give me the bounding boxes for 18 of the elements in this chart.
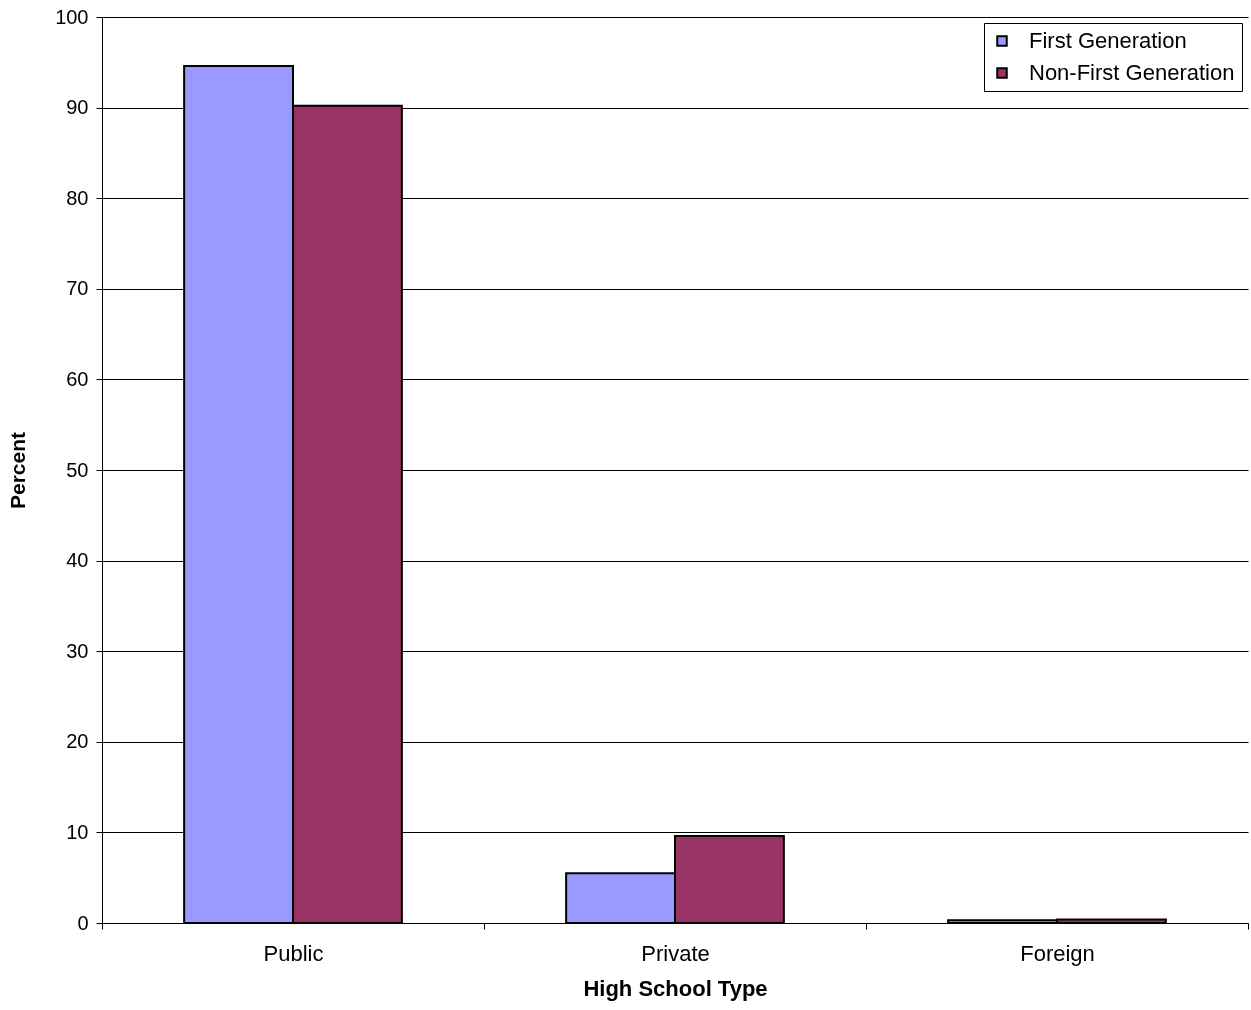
y-tick-label: 90	[66, 96, 89, 119]
y-tick-label: 0	[77, 911, 89, 934]
y-tick-label: 40	[66, 549, 89, 572]
x-axis-title: High School Type	[583, 975, 768, 1001]
y-tick-label: 60	[66, 367, 89, 390]
y-tick-label: 80	[66, 186, 89, 209]
y-axis-title: Percent	[6, 431, 30, 510]
legend-label: First Generation	[1029, 28, 1187, 53]
x-tick-label: Private	[641, 940, 710, 966]
x-tick-label: Public	[263, 940, 324, 966]
legend-label: Non-First Generation	[1029, 60, 1235, 85]
y-tick-label: 100	[55, 5, 89, 28]
x-tick-label: Foreign	[1020, 940, 1095, 966]
y-tick-label: 10	[66, 820, 89, 843]
y-tick-label: 20	[66, 730, 89, 753]
y-tick-label: 70	[66, 277, 89, 300]
y-tick-label: 30	[66, 639, 89, 662]
y-tick-label: 50	[66, 458, 89, 481]
